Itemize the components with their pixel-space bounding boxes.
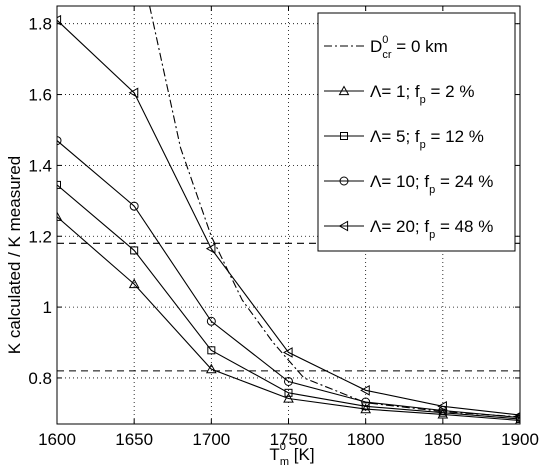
x-tick-label: 1800	[347, 430, 385, 449]
y-tick-label: 1	[43, 298, 52, 317]
x-axis-label: T0 m [K]	[269, 441, 314, 468]
y-axis-label: K calculated / K measured	[5, 156, 24, 354]
x-axis-label-sup: 0	[280, 441, 286, 453]
y-tick-label: 0.8	[28, 369, 52, 388]
y-tick-label: 1.8	[28, 15, 52, 34]
x-axis-label-unit: [K]	[289, 445, 315, 464]
x-tick-label: 1600	[38, 430, 76, 449]
legend: D0 cr = 0 kmΛ= 1; fp = 2 %Λ= 5; fp = 12 %…	[318, 13, 515, 251]
x-tick-label: 1850	[424, 430, 462, 449]
x-axis-label-main: T	[269, 445, 279, 464]
x-tick-label: 1900	[501, 430, 539, 449]
x-axis-label-sub: m	[280, 456, 289, 468]
y-tick-label: 1.6	[28, 86, 52, 105]
y-tick-label: 1.2	[28, 227, 52, 246]
x-tick-label: 1700	[192, 430, 230, 449]
x-tick-label: 1650	[115, 430, 153, 449]
y-tick-label: 1.4	[28, 156, 52, 175]
